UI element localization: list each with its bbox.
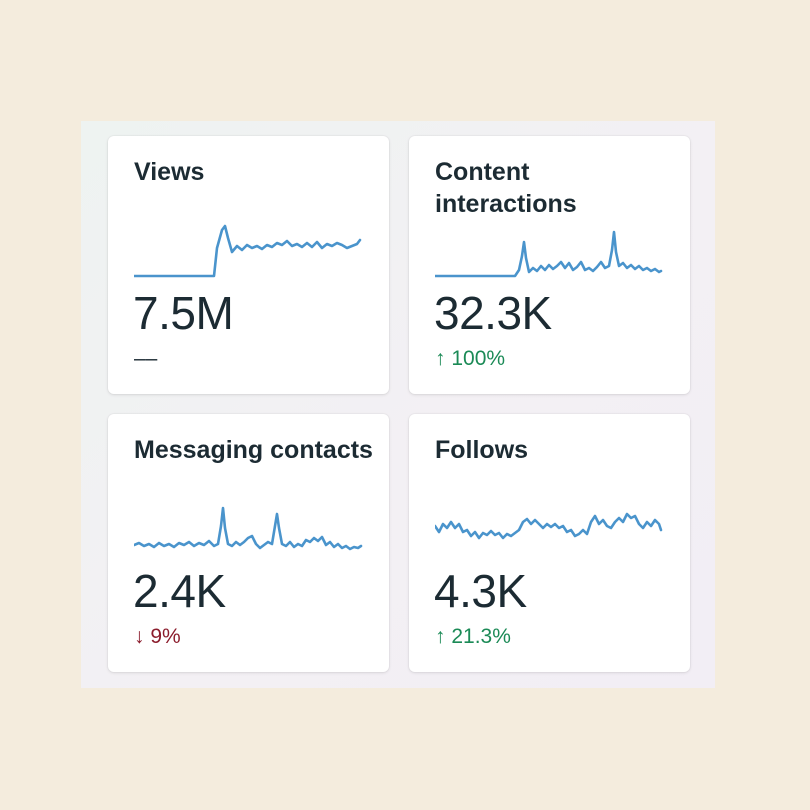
- messaging-contacts-value: 2.4K: [133, 565, 226, 617]
- card-title: Messaging contacts: [134, 436, 373, 464]
- messaging-contacts-sparkline: [134, 506, 363, 551]
- views-value: 7.5M: [133, 287, 234, 339]
- follows-value: 4.3K: [434, 565, 527, 617]
- views-card[interactable]: Views 7.5M ––: [108, 136, 389, 394]
- card-title: Follows: [435, 436, 529, 464]
- content-interactions-change: ↑ 100%: [435, 347, 506, 370]
- card-title: Content interactions: [435, 158, 577, 218]
- follows-change: ↑ 21.3%: [435, 625, 511, 648]
- follows-card[interactable]: Follows 4.3K ↑ 21.3%: [409, 414, 690, 672]
- card-title: Views: [134, 158, 205, 186]
- messaging-contacts-card[interactable]: Messaging contacts 2.4K ↓ 9%: [108, 414, 389, 672]
- views-change: ––: [134, 347, 158, 370]
- follows-sparkline: [435, 512, 663, 540]
- content-interactions-card[interactable]: Content interactions 32.3K ↑ 100%: [409, 136, 690, 394]
- content-interactions-sparkline: [435, 230, 663, 278]
- messaging-contacts-change: ↓ 9%: [134, 625, 181, 648]
- content-interactions-value: 32.3K: [434, 287, 552, 339]
- views-sparkline: [134, 224, 362, 278]
